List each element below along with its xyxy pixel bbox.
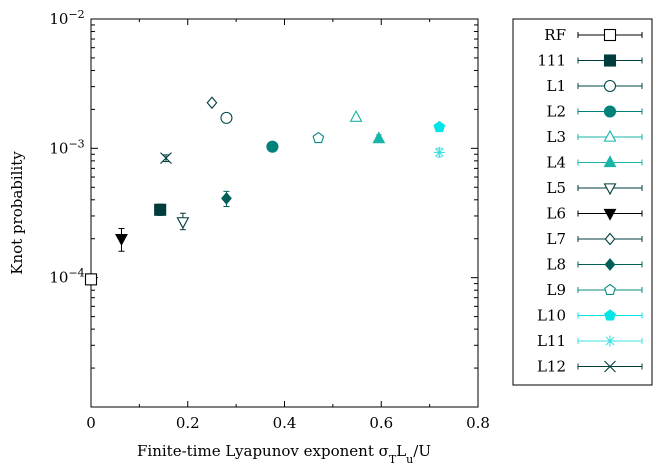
legend-item-l11: L11 (537, 332, 643, 350)
x-tick-label: 0.8 (466, 414, 490, 432)
data-point-l12 (160, 152, 172, 165)
legend: RF 111 L1 L2 L3 L4 L5 L6 L7 L8 L9 L10 L11 L12 (512, 18, 653, 386)
series-l6 (115, 227, 128, 252)
legend-marker-l12 (604, 360, 616, 373)
legend-marker-l4 (603, 155, 617, 168)
data-point-l11 (433, 146, 445, 158)
x-axis-title: Finite-time Lyapunov exponent σTLu/U (137, 442, 431, 464)
legend-marker-l2 (603, 105, 617, 118)
legend-label: 111 (537, 52, 566, 70)
series-l8 (221, 190, 232, 208)
data-point-l10 (433, 120, 446, 133)
legend-label: L5 (546, 179, 566, 197)
axis-tick-labels: 0 0.2 0.4 0.6 0.8 10−2 10−3 10−4 (49, 8, 490, 433)
legend-label: L8 (546, 256, 566, 274)
data-point-l7 (206, 96, 218, 110)
legend-item-l8: L8 (546, 256, 643, 274)
series-l2 (266, 140, 279, 153)
series-l4 (372, 131, 386, 144)
legend-item-l4: L4 (546, 154, 643, 172)
data-point-l4 (372, 131, 386, 144)
x-tick-label: 0.4 (273, 414, 297, 432)
legend-marker-l10 (604, 309, 616, 321)
series-l5 (176, 212, 190, 231)
series-l9 (312, 131, 325, 144)
legend-item-l3: L3 (546, 128, 643, 146)
legend-label: L3 (546, 128, 566, 146)
data-point-l5 (176, 217, 190, 230)
y-tick-label: 10−4 (49, 266, 84, 287)
series-l12 (160, 152, 172, 165)
legend-item-l2: L2 (546, 103, 643, 121)
legend-marker-l1 (603, 79, 617, 93)
legend-label: L2 (546, 103, 566, 121)
legend-label: L6 (546, 205, 566, 223)
data-point-l2 (266, 140, 279, 153)
legend-marker-l5 (603, 183, 617, 196)
legend-item-rf: RF (544, 26, 643, 44)
legend-label: L12 (537, 358, 566, 376)
data-points (84, 96, 446, 286)
legend-item-111: 111 (537, 52, 643, 70)
legend-item-l10: L10 (537, 307, 643, 325)
legend-marker-l8 (604, 258, 616, 271)
axis-ticks (90, 18, 479, 407)
data-point-l9 (312, 131, 325, 144)
x-tick-label: 0.6 (369, 414, 393, 432)
legend-item-l7: L7 (546, 230, 643, 248)
y-axis-title: Knot probability (8, 151, 26, 275)
series-l11 (433, 146, 445, 158)
legend-item-l1: L1 (546, 77, 643, 95)
legend-marker-l9 (604, 283, 616, 296)
legend-label: L11 (537, 332, 566, 350)
legend-label: RF (544, 26, 566, 44)
x-tick-label: 0.2 (176, 414, 200, 432)
legend-label: L4 (546, 154, 566, 172)
series-rf (84, 273, 98, 286)
data-point-l3 (349, 110, 363, 122)
data-point-l1 (220, 111, 233, 124)
y-tick-label: 10−2 (49, 8, 84, 29)
legend-marker-l6 (603, 208, 617, 221)
legend-label: L7 (546, 230, 566, 248)
series-111 (154, 203, 167, 216)
legend-item-l12: L12 (537, 358, 643, 376)
legend-marker-111 (603, 54, 617, 67)
legend-item-l5: L5 (546, 179, 643, 197)
legend-marker-rf (603, 28, 617, 42)
plot-frame (90, 18, 479, 408)
data-point-l8 (221, 192, 232, 205)
legend-label: L1 (546, 77, 566, 95)
data-point-rf (84, 273, 98, 286)
legend-marker-l3 (603, 129, 617, 142)
x-tick-label: 0 (86, 414, 96, 432)
data-point-111 (154, 203, 167, 216)
legend-item-l9: L9 (546, 281, 643, 299)
legend-item-l6: L6 (546, 205, 643, 223)
legend-label: L9 (546, 281, 566, 299)
plot-area (90, 18, 479, 408)
series-l7 (206, 96, 218, 110)
legend-label: L10 (537, 307, 566, 325)
legend-marker-l7 (604, 232, 616, 246)
y-tick-label: 10−3 (49, 137, 84, 158)
legend-marker-l11 (604, 335, 616, 347)
series-l10 (433, 120, 446, 133)
series-l1 (220, 111, 233, 124)
series-l3 (349, 110, 363, 122)
data-point-l6 (115, 234, 128, 246)
legend-frame (512, 18, 653, 386)
